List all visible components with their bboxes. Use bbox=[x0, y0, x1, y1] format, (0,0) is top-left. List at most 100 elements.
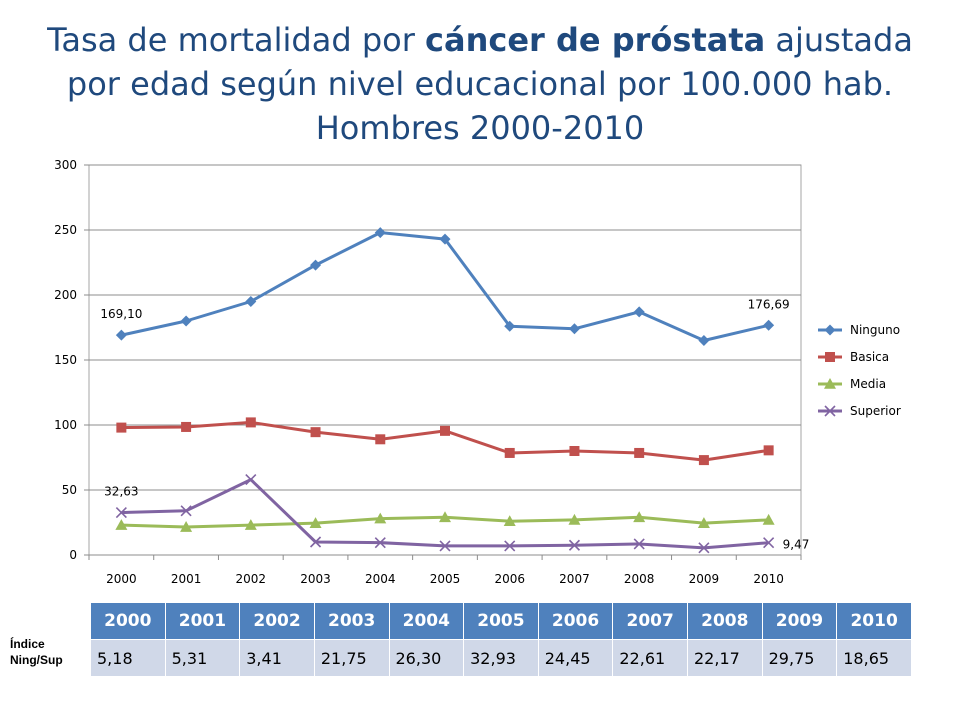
index-year-2010: 2010 bbox=[836, 602, 912, 640]
chart-legend: Ninguno Basica Media Superior bbox=[818, 323, 901, 418]
point-ninguno-2010 bbox=[763, 319, 775, 331]
chart-series bbox=[115, 227, 775, 554]
index-value-2001: 5,31 bbox=[164, 639, 241, 677]
point-ninguno-2007 bbox=[568, 323, 580, 335]
point-superior-2006-stroke-b bbox=[504, 540, 516, 552]
title-line-3: Hombres 2000-2010 bbox=[315, 109, 645, 147]
point-basica-2009 bbox=[698, 455, 709, 466]
legend-label-ninguno: Ninguno bbox=[850, 323, 900, 337]
index-year-2008: 2008 bbox=[687, 602, 763, 640]
x-tick-label-2007: 2007 bbox=[559, 572, 590, 586]
index-year-2009: 2009 bbox=[761, 602, 838, 640]
y-tick-label-200: 200 bbox=[54, 288, 77, 302]
point-media-2005 bbox=[439, 511, 451, 523]
point-superior-2002 bbox=[245, 474, 257, 486]
index-value-2008: 22,17 bbox=[687, 639, 763, 677]
point-superior-2003 bbox=[309, 536, 322, 548]
data-label-ninguno-2010: 176,69 bbox=[748, 297, 790, 311]
chart-data-labels: 169,10 176,69 32,63 9,47 bbox=[100, 297, 809, 551]
index-label-line-2: Ning/Sup bbox=[10, 653, 63, 667]
y-tick-label-300: 300 bbox=[54, 158, 77, 172]
index-table-header-row: 2000 2001 2002 2003 2004 2005 2006 2007 2008 2009… bbox=[90, 602, 912, 640]
point-basica-2005 bbox=[440, 425, 450, 436]
series-line-ninguno bbox=[121, 231, 769, 342]
point-ninguno-2002 bbox=[245, 296, 257, 307]
point-basica-2008 bbox=[634, 447, 645, 458]
index-value-2005: 32,93 bbox=[463, 639, 539, 677]
point-media-2006 bbox=[503, 515, 516, 526]
point-media-2007 bbox=[568, 513, 581, 525]
point-media-2003 bbox=[309, 517, 322, 528]
index-value-2000: 5,18 bbox=[90, 639, 166, 677]
x-tick-label-2002: 2002 bbox=[236, 572, 267, 586]
point-superior-2008 bbox=[633, 538, 645, 550]
y-tick-label-250: 250 bbox=[54, 223, 77, 237]
index-year-2001: 2001 bbox=[164, 602, 241, 640]
point-media-2000 bbox=[115, 519, 128, 530]
title-bold-part: cáncer de próstata bbox=[425, 21, 766, 59]
index-year-2002: 2002 bbox=[239, 602, 315, 640]
index-value-2010: 18,65 bbox=[836, 639, 912, 677]
index-value-2007: 22,61 bbox=[612, 639, 688, 677]
data-label-superior-2010: 9,47 bbox=[783, 538, 810, 552]
index-value-2009: 29,75 bbox=[761, 639, 838, 677]
x-tick-label-2010: 2010 bbox=[753, 572, 784, 586]
legend-marker-superior bbox=[824, 405, 836, 417]
index-table: 2000 2001 2002 2003 2004 2005 2006 2007 2008 2009… bbox=[90, 602, 912, 677]
point-media-2002 bbox=[244, 519, 257, 530]
point-basica-2010 bbox=[763, 445, 774, 456]
point-media-2001 bbox=[180, 521, 193, 532]
index-table-value-row: 5,18 5,31 3,41 21,75 26,30 32,93 24,45 22,61 22,… bbox=[90, 639, 912, 677]
point-basica-2004 bbox=[375, 434, 386, 445]
y-tick-label-50: 50 bbox=[62, 483, 77, 497]
point-superior-2000 bbox=[115, 507, 127, 519]
point-media-2004 bbox=[374, 512, 387, 524]
legend-marker-media bbox=[824, 378, 836, 389]
point-ninguno-2003 bbox=[310, 259, 322, 271]
index-year-2007: 2007 bbox=[612, 602, 688, 640]
point-ninguno-2006 bbox=[504, 320, 516, 332]
data-label-ninguno-2000: 169,10 bbox=[100, 307, 142, 321]
x-tick-label-2003: 2003 bbox=[300, 572, 331, 586]
title-part-2: ajustada bbox=[765, 21, 913, 59]
x-tick-label-2000: 2000 bbox=[106, 572, 137, 586]
point-basica-2006 bbox=[504, 447, 515, 458]
y-tick-label-0: 0 bbox=[69, 548, 77, 562]
chart-axes: 0 50 100 150 200 250 300 2000 2001 2002 2003 2004 20… bbox=[54, 158, 802, 586]
legend-label-basica: Basica bbox=[850, 350, 889, 364]
point-superior-2006 bbox=[504, 540, 516, 552]
point-superior-2004-stroke-b bbox=[374, 537, 386, 549]
legend-marker-superior-stroke-b bbox=[824, 405, 836, 417]
index-year-2005: 2005 bbox=[463, 602, 539, 640]
index-year-2004: 2004 bbox=[388, 602, 465, 640]
data-label-superior-2000: 32,63 bbox=[104, 485, 138, 499]
index-value-2003: 21,75 bbox=[313, 639, 390, 677]
index-value-2002: 3,41 bbox=[239, 639, 315, 677]
point-superior-2009 bbox=[698, 542, 710, 554]
point-superior-2007-stroke-b bbox=[568, 539, 581, 551]
point-superior-2002-stroke-b bbox=[245, 474, 257, 486]
index-label: Índice Ning/Sup bbox=[10, 636, 90, 668]
point-basica-2000 bbox=[116, 422, 127, 433]
point-superior-2000-stroke-b bbox=[115, 507, 127, 519]
x-tick-label-2008: 2008 bbox=[624, 572, 655, 586]
point-superior-2001-stroke-b bbox=[180, 505, 192, 517]
point-basica-2003 bbox=[310, 427, 321, 438]
point-superior-2005 bbox=[439, 540, 451, 552]
index-value-2004: 26,30 bbox=[388, 639, 465, 677]
legend-marker-ninguno bbox=[824, 324, 836, 336]
point-ninguno-2005 bbox=[439, 233, 451, 245]
point-ninguno-2004 bbox=[374, 227, 386, 239]
point-ninguno-2008 bbox=[633, 306, 645, 318]
point-ninguno-2009 bbox=[698, 335, 710, 346]
point-ninguno-2000 bbox=[115, 329, 127, 341]
x-tick-label-2006: 2006 bbox=[494, 572, 525, 586]
point-superior-2004 bbox=[374, 537, 386, 549]
point-basica-2001 bbox=[181, 421, 192, 432]
index-value-2006: 24,45 bbox=[537, 639, 614, 677]
point-media-2009 bbox=[697, 517, 710, 528]
point-superior-2003-stroke-b bbox=[309, 536, 322, 548]
y-tick-label-150: 150 bbox=[54, 353, 77, 367]
point-superior-2007 bbox=[568, 539, 581, 551]
point-basica-2007 bbox=[569, 446, 580, 456]
